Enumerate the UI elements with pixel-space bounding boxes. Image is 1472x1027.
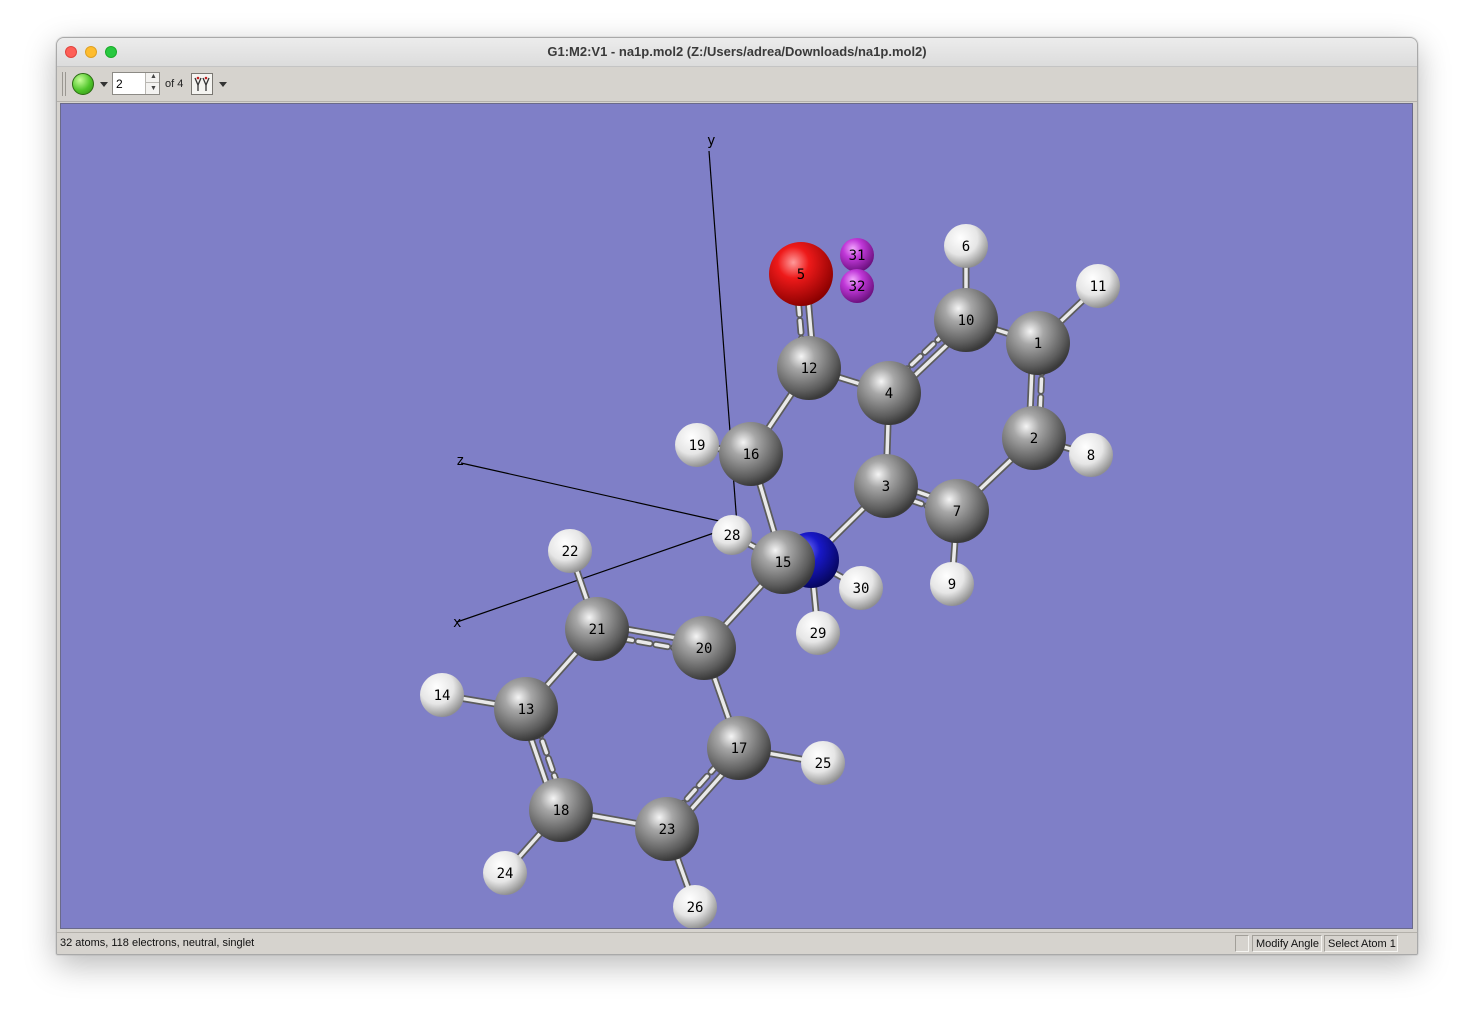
atom-5[interactable] [769, 242, 833, 306]
atom-22[interactable] [548, 529, 592, 573]
atom-label: 24 [497, 866, 514, 882]
model-number-input[interactable] [116, 76, 142, 92]
molecule-summary: 32 atoms, 118 electrons, neutral, single… [60, 937, 255, 949]
atom-label: 28 [724, 528, 741, 544]
close-button[interactable] [65, 46, 77, 58]
atom-label: 9 [948, 577, 956, 593]
green-sphere-icon[interactable] [72, 73, 94, 95]
atom-label: 14 [434, 688, 451, 704]
atom-label: 8 [1087, 448, 1095, 464]
atom-label: 20 [696, 641, 713, 657]
atom-label: 13 [518, 702, 535, 718]
minimize-button[interactable] [85, 46, 97, 58]
molecule-viewport[interactable]: y z x 28 19 22 14 24 26 25 29 30 9 8 6 11 31 32 5 16 12 4 1… [60, 103, 1413, 929]
atom-label: 2 [1030, 431, 1038, 447]
atom-14[interactable] [420, 673, 464, 717]
atom-label: 10 [958, 313, 975, 329]
atom-25[interactable] [801, 741, 845, 785]
atom-label: 3 [882, 479, 890, 495]
atom-30[interactable] [839, 566, 883, 610]
atom-11[interactable] [1076, 264, 1120, 308]
atom-label: 7 [953, 504, 961, 520]
atom-9[interactable] [930, 562, 974, 606]
atom-label: 18 [553, 803, 570, 819]
atom-label: 1 [1034, 336, 1042, 352]
atom-31[interactable] [840, 238, 874, 272]
atom-label: 31 [849, 248, 866, 264]
status-indicator [1235, 935, 1249, 952]
atom-label: 21 [589, 622, 606, 638]
chevron-down-icon[interactable] [219, 82, 227, 87]
atom-label: 4 [885, 386, 893, 402]
atom-label: 19 [689, 438, 706, 454]
atom-label: 29 [810, 626, 827, 642]
z-axis-label: z [456, 453, 464, 469]
window-title: G1:M2:V1 - na1p.mol2 (Z:/Users/adrea/Dow… [547, 44, 927, 59]
atom-2[interactable] [1002, 406, 1066, 470]
x-axis-label: x [453, 615, 461, 631]
atom-18[interactable] [529, 778, 593, 842]
y-axis-label: y [707, 133, 715, 149]
atom-29[interactable] [796, 611, 840, 655]
status-mode: Modify Angle [1252, 935, 1322, 952]
atom-label: 32 [849, 279, 866, 295]
app-window: G1:M2:V1 - na1p.mol2 (Z:/Users/adrea/Dow… [56, 37, 1418, 955]
atom-17[interactable] [707, 716, 771, 780]
atom-label: 25 [815, 756, 832, 772]
title-bar: G1:M2:V1 - na1p.mol2 (Z:/Users/adrea/Dow… [57, 38, 1417, 67]
atom-21[interactable] [565, 597, 629, 661]
atom-32[interactable] [840, 269, 874, 303]
chevron-down-icon[interactable] [100, 82, 108, 87]
toolbar: ▲ ▼ of 4 [57, 67, 1417, 102]
atom-label: 6 [962, 239, 970, 255]
atom-16[interactable] [719, 422, 783, 486]
atom-label: 11 [1090, 279, 1107, 295]
status-bar: 32 atoms, 118 electrons, neutral, single… [57, 932, 1417, 954]
atom-label: 17 [731, 741, 748, 757]
atom-8[interactable] [1069, 433, 1113, 477]
atom-label: 22 [562, 544, 579, 560]
atom-label: 5 [797, 267, 805, 283]
model-number-stepper[interactable]: ▲ ▼ [112, 72, 160, 95]
atom-19[interactable] [675, 423, 719, 467]
atom-1[interactable] [1006, 311, 1070, 375]
atom-26[interactable] [673, 885, 717, 928]
atom-15[interactable] [751, 530, 815, 594]
atom-6[interactable] [944, 224, 988, 268]
atom-label: 12 [801, 361, 818, 377]
atom-4[interactable] [857, 361, 921, 425]
atom-3[interactable] [854, 454, 918, 518]
atom-10[interactable] [934, 288, 998, 352]
atom-label: 15 [775, 555, 792, 571]
atom-7[interactable] [925, 479, 989, 543]
toolbar-grip[interactable] [62, 72, 66, 96]
atom-28[interactable] [712, 515, 752, 555]
atom-20[interactable] [672, 616, 736, 680]
atom-12[interactable] [777, 336, 841, 400]
atom-13[interactable] [494, 677, 558, 741]
status-prompt: Select Atom 1 [1324, 935, 1398, 952]
normal-modes-icon[interactable] [191, 73, 213, 95]
stepper-up-button[interactable]: ▲ [145, 73, 159, 83]
atom-label: 26 [687, 900, 704, 916]
zoom-button[interactable] [105, 46, 117, 58]
atom-label: 16 [743, 447, 760, 463]
atom-23[interactable] [635, 797, 699, 861]
atom-label: 23 [659, 822, 676, 838]
stepper-down-button[interactable]: ▼ [145, 83, 159, 94]
axes-triad: y z x [453, 133, 738, 631]
model-count-label: of 4 [165, 78, 184, 90]
atom-label: 30 [853, 581, 870, 597]
atom-24[interactable] [483, 851, 527, 895]
